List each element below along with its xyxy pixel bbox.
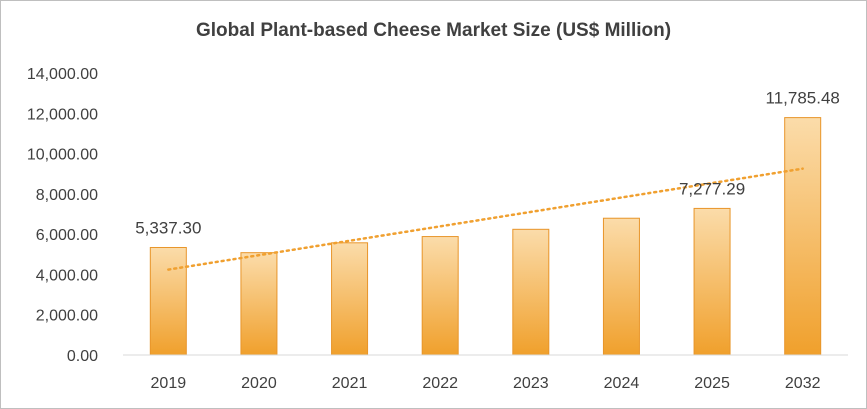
bar	[602, 217, 640, 356]
bar	[240, 252, 278, 356]
x-tick-label: 2025	[694, 375, 730, 392]
bar	[149, 246, 187, 356]
y-tick-label: 4,000.00	[36, 267, 98, 284]
data-label: 7,277.29	[679, 179, 745, 198]
bar	[331, 242, 369, 356]
data-label: 5,337.30	[135, 218, 201, 237]
y-tick-label: 0.00	[67, 348, 98, 365]
trendline	[167, 167, 804, 271]
y-tick-label: 2,000.00	[36, 308, 98, 325]
bar	[421, 236, 459, 356]
y-tick-label: 6,000.00	[36, 227, 98, 244]
bar	[512, 228, 550, 356]
x-tick-label: 2022	[422, 375, 458, 392]
y-tick-label: 8,000.00	[36, 187, 98, 204]
x-tick-label: 2020	[241, 375, 277, 392]
bar	[693, 207, 731, 356]
bar	[784, 117, 822, 356]
x-tick-label: 2032	[785, 375, 821, 392]
y-tick-label: 12,000.00	[27, 106, 98, 123]
x-tick-label: 2023	[513, 375, 549, 392]
chart-title: Global Plant-based Cheese Market Size (U…	[195, 20, 672, 41]
x-tick-label: 2024	[604, 375, 640, 392]
y-tick-label: 10,000.00	[27, 147, 98, 164]
x-tick-label: 2019	[151, 375, 187, 392]
data-label: 11,785.48	[766, 89, 840, 108]
y-tick-label: 14,000.00	[27, 66, 98, 83]
x-tick-label: 2021	[332, 375, 368, 392]
